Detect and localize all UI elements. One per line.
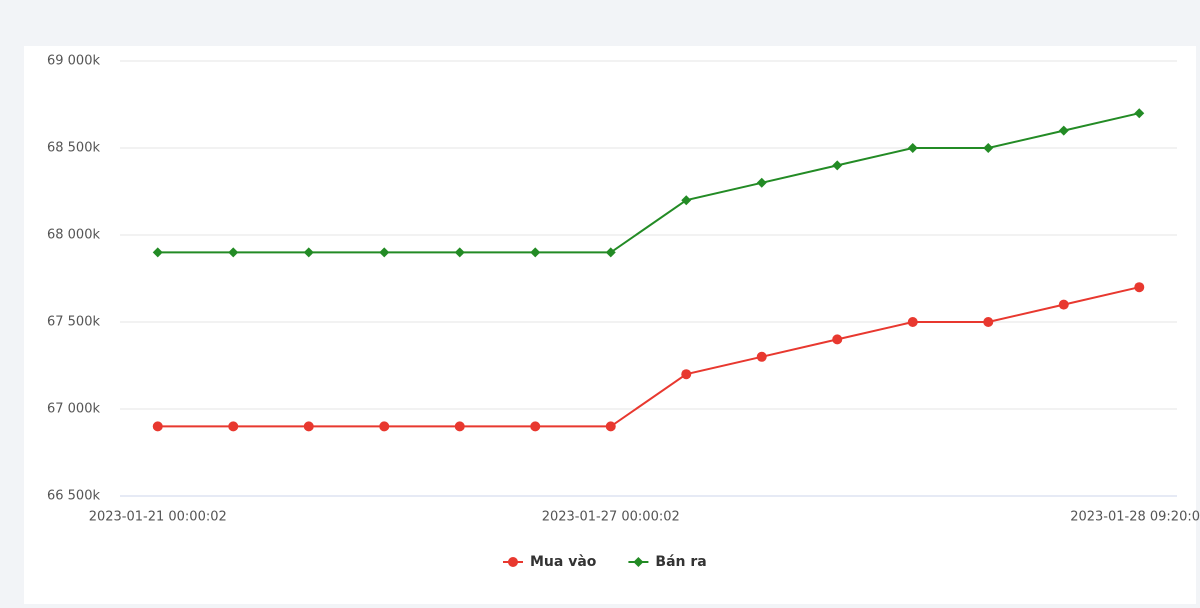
point [1134,282,1145,293]
point [832,334,843,345]
point [303,421,314,432]
point [756,177,767,188]
point [832,160,843,171]
point [530,247,541,258]
y-tick-label: 67 500k [47,315,100,330]
point [379,247,390,258]
y-tick-label: 69 000k [47,54,100,69]
point [379,421,390,432]
point [983,143,994,153]
point [454,247,465,258]
series-line [157,112,1140,254]
point [907,143,918,153]
point [152,247,163,258]
series-line [157,286,1140,428]
point [907,317,918,327]
x-tick-label: 2023-01-21 00:00:02 [89,510,227,525]
point [1058,299,1069,310]
point [508,557,518,567]
point [681,195,692,206]
x-tick-label: 2023-01-27 00:00:02 [542,510,680,525]
chart-panel [24,46,1196,604]
point [605,247,616,258]
point [228,247,239,258]
legend-label: Mua vào [530,554,597,570]
point [303,247,314,258]
y-tick-label: 68 000k [47,228,100,243]
point [633,557,644,567]
point [228,421,239,432]
y-tick-label: 67 000k [47,402,100,417]
point [605,421,616,432]
y-tick-label: 66 500k [47,489,100,504]
y-tick-label: 68 500k [47,141,100,156]
point [152,421,163,432]
point [1134,108,1145,119]
point [983,317,994,327]
legend-label: Bán ra [655,554,706,570]
point [681,369,692,380]
point [756,351,767,362]
point [454,421,465,432]
x-tick-label: 2023-01-28 09:20:01 [1070,510,1200,525]
point [530,421,541,432]
point [1058,125,1069,136]
